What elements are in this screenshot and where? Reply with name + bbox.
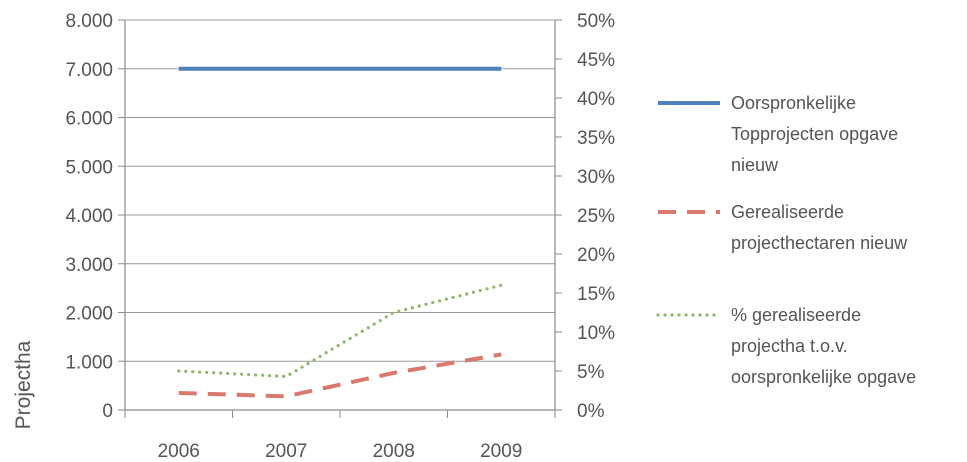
- axes: [118, 19, 562, 418]
- y2-tick-label: 35%: [577, 128, 615, 149]
- y-tick-label: 5.000: [65, 157, 113, 178]
- x-tick-label: 2007: [265, 441, 307, 462]
- series-line-2: [178, 352, 502, 399]
- y2-tick-label: 30%: [577, 167, 615, 188]
- y-tick-label: 4.000: [65, 206, 113, 227]
- series-lines: [177, 66, 503, 399]
- y-tick-label: 2.000: [65, 304, 113, 325]
- x-tick-label: 2006: [158, 441, 200, 462]
- series-line-3: [177, 283, 503, 379]
- y2-tick-label: 40%: [577, 89, 615, 110]
- y-tick-label: 8.000: [65, 11, 113, 32]
- y-tick-label: 7.000: [65, 60, 113, 81]
- legend-label-1: Oorspronkelijke Topprojecten opgave nieuw: [731, 93, 898, 175]
- tick-labels: 0 1.000 2.000 3.000 4.000 5.000 6.000 7.000 8.00…: [65, 11, 615, 462]
- y2-tick-label: 10%: [577, 323, 615, 344]
- y-tick-label: 1.000: [65, 352, 113, 373]
- x-tick-label: 2008: [373, 441, 415, 462]
- y2-tick-label: 45%: [577, 50, 615, 71]
- y-tick-label: 3.000: [65, 255, 113, 276]
- y-tick-label: 6.000: [65, 109, 113, 130]
- y2-tick-label: 20%: [577, 245, 615, 266]
- gridlines: [125, 19, 555, 362]
- legend: Oorspronkelijke Topprojecten opgave nieuw G…: [656, 93, 916, 387]
- legend-label-2: Gerealiseerde projecthectaren nieuw: [731, 202, 908, 253]
- y2-tick-label: 25%: [577, 206, 615, 227]
- y-tick-label: 0: [102, 401, 113, 422]
- y2-tick-label: 15%: [577, 284, 615, 305]
- y2-tick-label: 0%: [577, 401, 605, 422]
- y2-tick-label: 50%: [577, 11, 615, 32]
- y2-tick-label: 5%: [577, 362, 605, 383]
- y-axis-title: Projectha: [12, 340, 35, 429]
- legend-label-3: % gerealiseerde projectha t.o.v. oorspronk…: [731, 305, 916, 387]
- x-tick-label: 2009: [480, 441, 522, 462]
